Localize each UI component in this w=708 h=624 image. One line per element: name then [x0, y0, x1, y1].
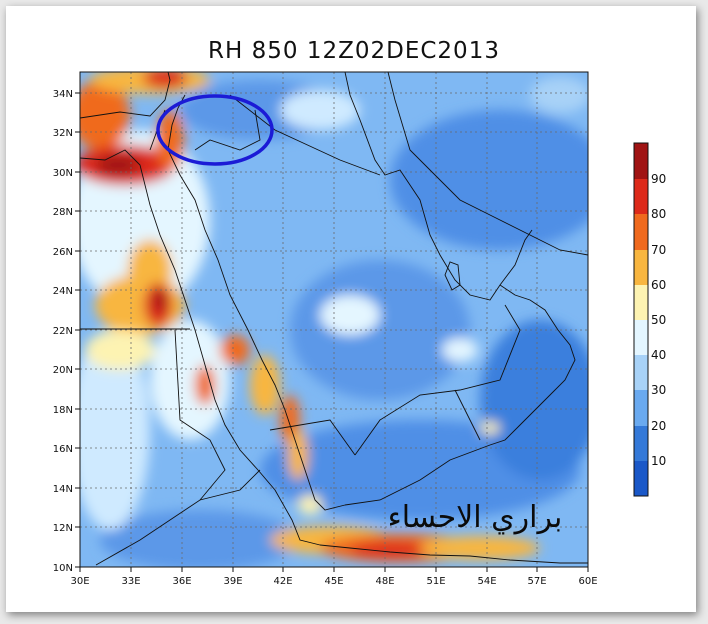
colorbar-swatch — [634, 143, 648, 179]
colorbar-swatch — [634, 355, 648, 390]
highlight-ellipse — [156, 94, 274, 166]
lat-label: 20N — [53, 365, 73, 376]
lat-label: 28N — [53, 207, 73, 218]
lon-label: 33E — [121, 576, 140, 587]
lon-label: 48E — [375, 576, 394, 587]
lon-label: 51E — [426, 576, 445, 587]
colorbar-label: 20 — [651, 419, 666, 433]
lat-label: 16N — [53, 444, 73, 455]
colorbar-label: 90 — [651, 172, 666, 186]
lat-label: 18N — [53, 405, 73, 416]
lon-label: 45E — [324, 576, 343, 587]
lon-label: 60E — [578, 576, 597, 587]
colorbar-swatch — [634, 250, 648, 285]
colorbar-label: 40 — [651, 348, 666, 362]
humidity-field — [80, 72, 588, 567]
colorbar-label: 80 — [651, 207, 666, 221]
colorbar-label: 30 — [651, 383, 666, 397]
map-title: RH 850 12Z02DEC2013 — [208, 38, 500, 64]
lat-label: 34N — [53, 89, 73, 100]
lon-label: 57E — [527, 576, 546, 587]
colorbar-label: 10 — [651, 454, 666, 468]
colorbar-swatch — [634, 179, 648, 214]
colorbar-label: 50 — [651, 313, 666, 327]
lat-label: 26N — [53, 247, 73, 258]
colorbar — [633, 142, 649, 497]
colorbar-swatch — [634, 214, 648, 250]
lat-label: 12N — [53, 523, 73, 534]
lat-label: 24N — [53, 286, 73, 297]
lon-label: 54E — [477, 576, 496, 587]
lon-label: 42E — [273, 576, 292, 587]
lat-label: 10N — [53, 563, 73, 574]
colorbar-swatch — [634, 285, 648, 320]
colorbar-swatch — [634, 390, 648, 426]
axis-ticks — [75, 92, 589, 572]
colorbar-label: 70 — [651, 243, 666, 257]
lat-label: 32N — [53, 128, 73, 139]
watermark-text: براري الاحساء — [387, 500, 563, 535]
lat-label: 30N — [53, 168, 73, 179]
lat-label: 14N — [53, 484, 73, 495]
lon-label: 39E — [223, 576, 242, 587]
lon-label: 30E — [70, 576, 89, 587]
colorbar-swatch — [634, 320, 648, 355]
coastlines — [80, 72, 588, 566]
colorbar-swatch — [634, 461, 648, 496]
colorbar-label: 60 — [651, 278, 666, 292]
lon-label: 36E — [172, 576, 191, 587]
lat-label: 22N — [53, 326, 73, 337]
colorbar-swatch — [634, 426, 648, 461]
